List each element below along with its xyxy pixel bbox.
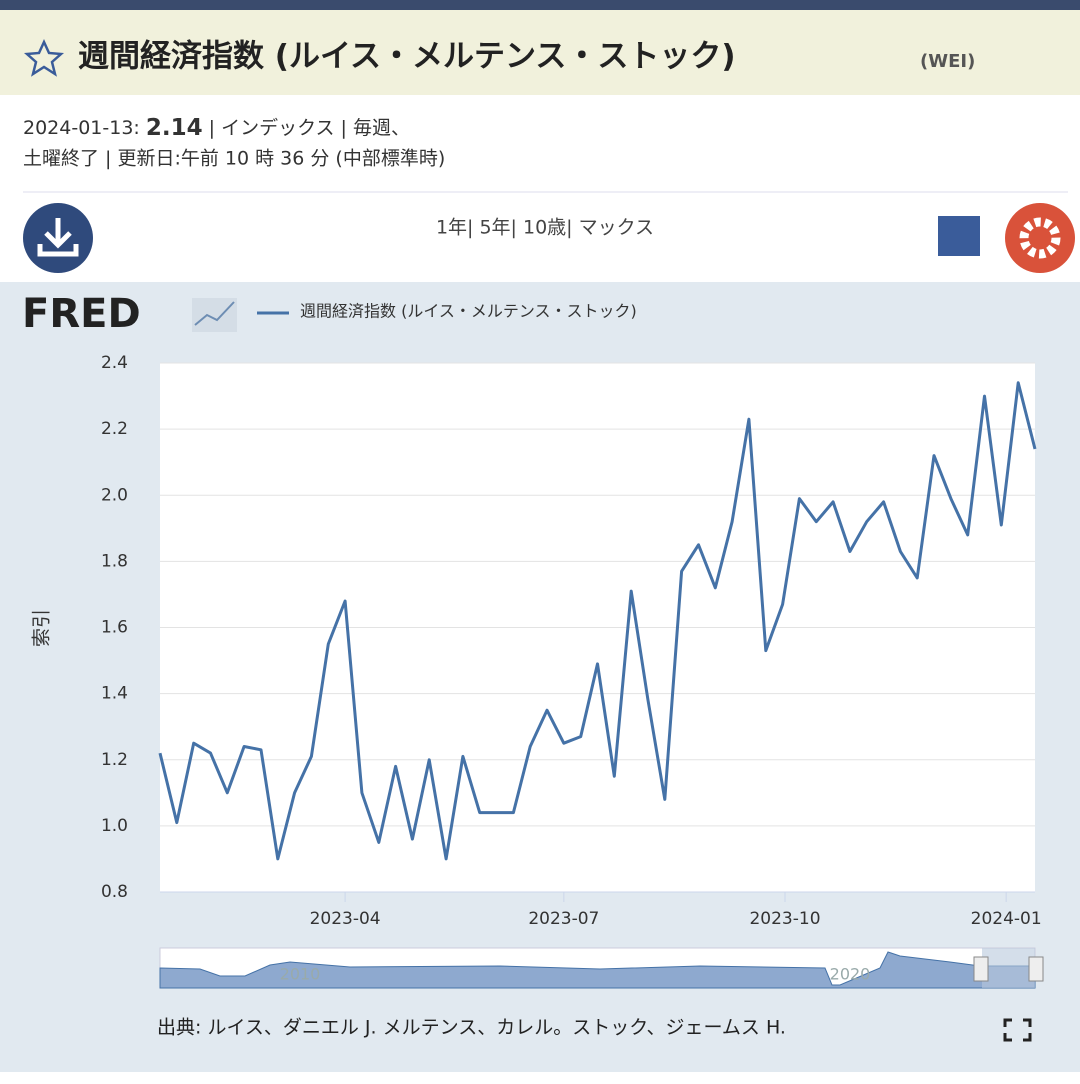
y-tick-label: 1.2 [101,750,128,770]
logo-line [194,301,235,326]
x-tick-label: 2024-01 [971,909,1042,929]
source: 出典: ルイス、ダニエル J. メルテンス、カレル。ストック、ジェームス H. [157,1017,786,1039]
settings-button[interactable] [1005,203,1075,273]
download-icon [37,218,79,257]
date: 2024-01-13: [23,117,146,139]
info: | インデックス | 毎週、 [209,117,410,139]
x-tick-label: 2023-07 [528,909,599,929]
navigator-label: 2010 [280,965,321,984]
fred-logo: FRED [22,291,141,337]
y-tick-label: 1.4 [101,684,128,704]
info-line-2: 土曜終了 | 更新日:午前 10 時 36 分 (中部標準時) [23,148,445,170]
info-line: 2024-01-13: 2.14 | インデックス | 毎週、 [23,115,410,141]
y-tick-label: 2.4 [101,353,128,373]
gear-icon [1019,217,1061,259]
fullscreen-icon[interactable] [1003,1018,1032,1042]
series-code: (WEI) [920,51,975,72]
latest-value: 2.14 [146,115,203,141]
x-tick-label: 2023-04 [310,909,381,929]
navigator-window[interactable] [982,948,1035,988]
x-tick-label: 2023-10 [749,909,820,929]
y-tick-label: 1.8 [101,551,128,571]
calendar-top [938,216,980,224]
navigator-label: 2020 [830,965,871,984]
star-icon[interactable] [23,38,65,77]
y-tick-label: 0.8 [101,882,128,902]
top-bar [0,0,1080,10]
calendar-icon[interactable] [938,222,980,256]
series-line [158,381,1037,861]
title-band [0,10,1080,95]
y-tick-label: 2.0 [101,485,128,505]
navigator-handle[interactable] [973,956,989,982]
y-tick-label: 1.6 [101,618,128,638]
navigator-handle[interactable] [1028,956,1044,982]
y-tick-label: 2.2 [101,419,128,439]
y-tick-label: 1.0 [101,816,128,836]
range-links[interactable]: 1年| 5年| 10歳| マックス [436,217,654,239]
logo-graph [192,298,237,332]
y-axis-label: 索引 [31,609,53,647]
legend-label: 週間経済指数 (ルイス・メルテンス・ストック) [300,302,637,321]
title: 週間経済指数 (ルイス・メルテンス・ストック) [78,39,736,75]
